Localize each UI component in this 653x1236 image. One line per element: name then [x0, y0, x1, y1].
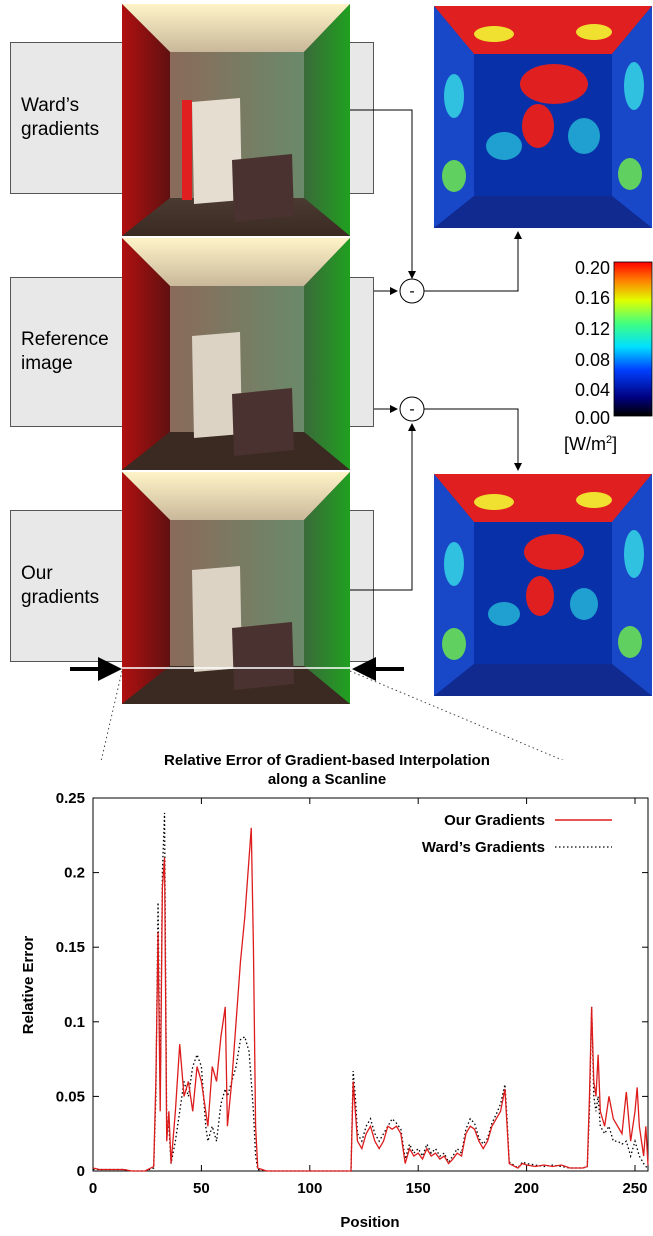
y-tick-label: 0.05	[56, 1088, 85, 1105]
y-axis-label: Relative Error	[20, 936, 37, 1035]
series-line-our-gradients	[92, 827, 649, 1172]
x-tick-label: 200	[514, 1180, 539, 1197]
reference-image-render	[122, 238, 350, 470]
colorbar-tick: 0.04	[575, 380, 610, 400]
wards-gradients-render	[122, 4, 350, 236]
our-gradients-render	[122, 472, 350, 704]
colorbar-gradient	[613, 261, 653, 417]
our-error-map	[434, 474, 652, 696]
x-tick-label: 50	[193, 1180, 210, 1197]
colorbar-tick: 0.00	[575, 408, 610, 428]
x-tick-label: 0	[89, 1180, 97, 1197]
reference-label-line1: Reference	[21, 329, 109, 350]
y-tick-label: 0.1	[64, 1014, 85, 1031]
colorbar-tick: 0.16	[575, 288, 610, 308]
reference-label-line2: image	[21, 353, 73, 374]
lower-minus-symbol: -	[409, 401, 414, 418]
colorbar-tick: 0.08	[575, 350, 610, 370]
y-tick-label: 0.25	[56, 790, 85, 807]
colorbar-tick: 0.20	[575, 258, 610, 278]
wards-label-line1: Ward’s	[21, 95, 80, 116]
figure-connectors: - -	[70, 109, 564, 760]
legend-label-wards-gradients: Ward’s Gradients	[422, 839, 545, 856]
legend-label-our-gradients: Our Gradients	[444, 812, 545, 829]
y-tick-label: 0.2	[64, 865, 85, 882]
x-tick-label: 250	[622, 1180, 647, 1197]
ours-label-line1: Our	[21, 563, 53, 584]
relative-error-chart: Relative Error of Gradient-based Interpo…	[20, 752, 649, 1231]
chart-title-line1: Relative Error of Gradient-based Interpo…	[164, 752, 490, 769]
colorbar-tick: 0.12	[575, 319, 610, 339]
x-tick-label: 150	[406, 1180, 431, 1197]
y-tick-label: 0.15	[56, 939, 85, 956]
chart-legend: Our Gradients Ward’s Gradients	[422, 812, 612, 856]
plot-frame	[92, 797, 649, 1172]
ours-label-line2: gradients	[21, 587, 100, 608]
series-line-wards-gradients	[93, 812, 649, 1172]
y-tick-label: 0	[77, 1163, 85, 1180]
error-colorbar: 0.20 0.16 0.12 0.08 0.04 0.00 [W/m2]	[564, 258, 653, 454]
x-tick-label: 100	[297, 1180, 322, 1197]
x-axis-label: Position	[340, 1214, 399, 1231]
wards-error-map	[434, 6, 652, 228]
chart-title-line2: along a Scanline	[268, 771, 386, 788]
colorbar-unit: [W/m2]	[564, 434, 617, 454]
wards-label-line2: gradients	[21, 119, 100, 140]
upper-minus-symbol: -	[409, 283, 414, 300]
